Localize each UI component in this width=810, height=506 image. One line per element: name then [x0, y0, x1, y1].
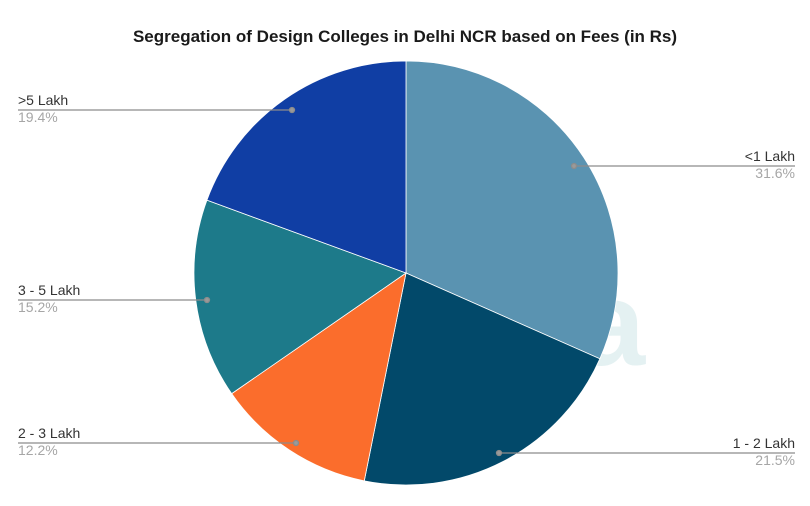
label-1-2-pct: 21.5% [755, 452, 795, 468]
label-gt5-pct: 19.4% [18, 109, 58, 125]
label-2-3: 2 - 3 Lakh 12.2% [18, 425, 80, 459]
leader-dot-2-3 [292, 439, 300, 447]
leader-lines [18, 106, 795, 457]
label-3-5: 3 - 5 Lakh 15.2% [18, 282, 80, 316]
pie-slices [193, 60, 619, 486]
pie-slice-1-2-lakh [363, 272, 601, 486]
chart-title: Segregation of Design Colleges in Delhi … [132, 27, 678, 46]
leader-dot-3-5 [203, 296, 211, 304]
leader-dot-lt1 [570, 162, 578, 170]
pie-slice-1-lakh [405, 60, 619, 360]
label-2-3-name: 2 - 3 Lakh [18, 425, 81, 441]
leader-dot-1-2 [495, 449, 503, 457]
label-gt5-name: >5 Lakh [18, 92, 69, 108]
label-1-2-name: 1 - 2 Lakh [732, 435, 795, 451]
pie-slice-2-3-lakh [231, 272, 407, 482]
label-lt1-pct: 31.6% [755, 165, 795, 181]
label-3-5-pct: 15.2% [18, 299, 58, 315]
pie-slice-5-lakh [206, 60, 407, 274]
label-3-5-name: 3 - 5 Lakh [18, 282, 81, 298]
label-gt5: >5 Lakh 19.4% [18, 92, 68, 126]
label-lt1: <1 Lakh 31.6% [745, 148, 795, 182]
label-2-3-pct: 12.2% [18, 442, 58, 458]
label-1-2: 1 - 2 Lakh 21.5% [733, 435, 795, 469]
label-lt1-name: <1 Lakh [744, 148, 795, 164]
leader-dot-gt5 [288, 106, 296, 114]
